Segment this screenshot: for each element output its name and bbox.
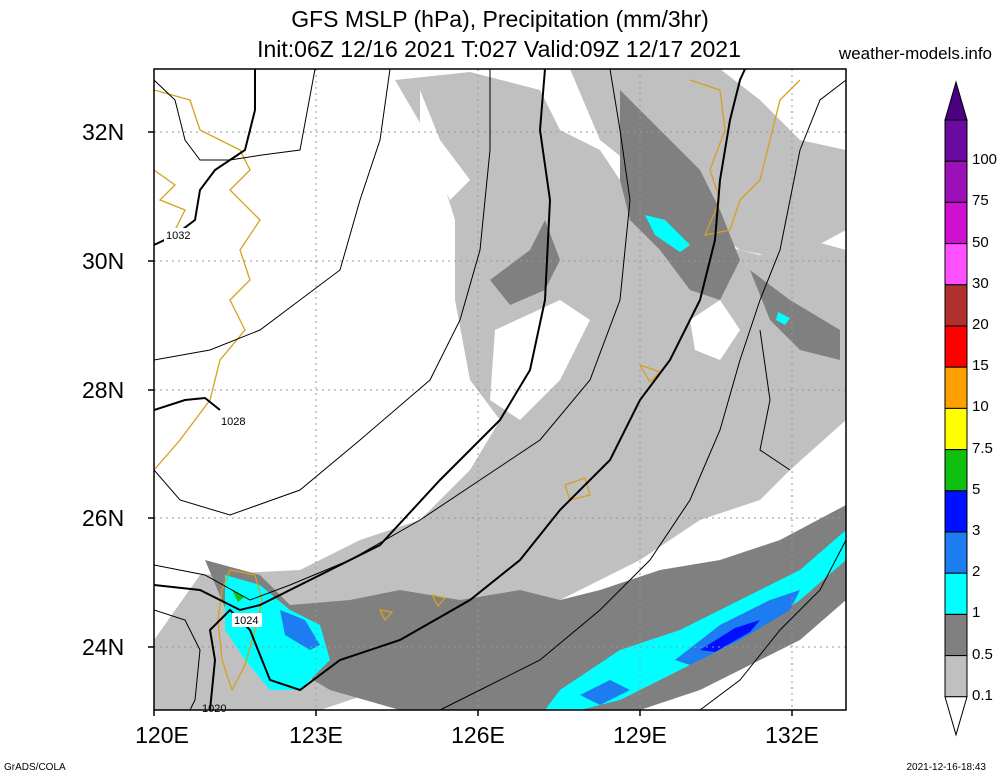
colorbar-swatch <box>944 201 968 245</box>
colorbar-label: 15 <box>972 357 989 375</box>
colorbar-swatch <box>944 160 968 203</box>
colorbar-swatch <box>944 119 968 162</box>
coast-taiwan <box>217 569 263 692</box>
colorbar-label: 5 <box>972 480 981 498</box>
lat-label: 26N <box>82 505 125 531</box>
coast-kyushu <box>689 79 801 236</box>
colorbar-label: 30 <box>972 274 989 292</box>
colorbar-swatch <box>944 531 968 574</box>
colorbar-label: 75 <box>972 192 989 210</box>
lon-label: 129E <box>613 722 667 748</box>
lon-label: 123E <box>289 722 343 748</box>
colorbar-label: 20 <box>972 316 989 333</box>
colorbar-label: 1 <box>972 604 981 622</box>
colorbar-label: 50 <box>972 233 989 251</box>
map-title-line2: Init:06Z 12/16 2021 T:027 Valid:09Z 12/1… <box>257 36 741 62</box>
colorbar-swatch <box>944 325 968 368</box>
coastlines <box>154 79 801 692</box>
colorbar-swatch <box>944 655 968 698</box>
isobar-label: 1032 <box>166 230 190 242</box>
colorbar-label: 100 <box>972 151 998 169</box>
colorbar-label: 3 <box>972 522 981 539</box>
colorbar-bottom-arrow <box>944 696 968 737</box>
colorbar-swatch <box>944 243 968 286</box>
lat-label: 24N <box>82 634 125 660</box>
map-title-line1: GFS MSLP (hPa), Precipitation (mm/3hr) <box>291 6 709 32</box>
precip-mid-region <box>620 90 740 300</box>
isobars <box>154 69 846 710</box>
lat-label: 32N <box>82 119 125 145</box>
footer-credit: GrADS/COLA <box>4 762 66 773</box>
lat-label: 30N <box>82 248 125 274</box>
lon-label: 132E <box>765 722 819 748</box>
colorbar-swatch <box>944 613 968 657</box>
isobar-labels: 1032 1028 1024 1020 <box>164 228 262 715</box>
colorbar-swatch <box>944 490 968 533</box>
colorbar <box>944 80 968 737</box>
lon-label: 126E <box>451 722 505 748</box>
isobar-label: 1028 <box>221 416 245 428</box>
site-label: weather-models.info <box>838 44 992 63</box>
lon-label: 120E <box>135 722 189 748</box>
isobar-thick-1024 <box>154 69 552 612</box>
colorbar-swatch <box>944 366 968 409</box>
isobar-label: 1024 <box>234 615 258 627</box>
colorbar-swatch <box>944 407 968 451</box>
grid-lines <box>154 69 846 710</box>
colorbar-top-arrow <box>944 80 968 121</box>
colorbar-swatch <box>944 449 968 492</box>
axis-ticks <box>148 131 793 716</box>
colorbar-swatch <box>944 284 968 327</box>
isobar-thick-1028 <box>154 396 221 411</box>
coast-china <box>154 89 261 471</box>
lat-label: 28N <box>82 377 125 403</box>
precip-cyan-region <box>645 215 690 252</box>
colorbar-label: 10 <box>972 398 989 416</box>
colorbar-swatch <box>944 572 968 615</box>
footer-timestamp: 2021-12-16-18:43 <box>906 762 986 773</box>
isobar-label: 1020 <box>202 703 226 715</box>
colorbar-label: 2 <box>972 563 981 581</box>
colorbar-label: 7.5 <box>972 439 993 457</box>
colorbar-label: 0.5 <box>972 645 993 663</box>
colorbar-label: 0.1 <box>972 686 993 704</box>
